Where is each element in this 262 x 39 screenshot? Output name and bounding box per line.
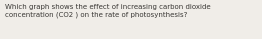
Text: Which graph shows the effect of increasing carbon dioxide
concentration (CO2 ) o: Which graph shows the effect of increasi… bbox=[5, 4, 210, 18]
